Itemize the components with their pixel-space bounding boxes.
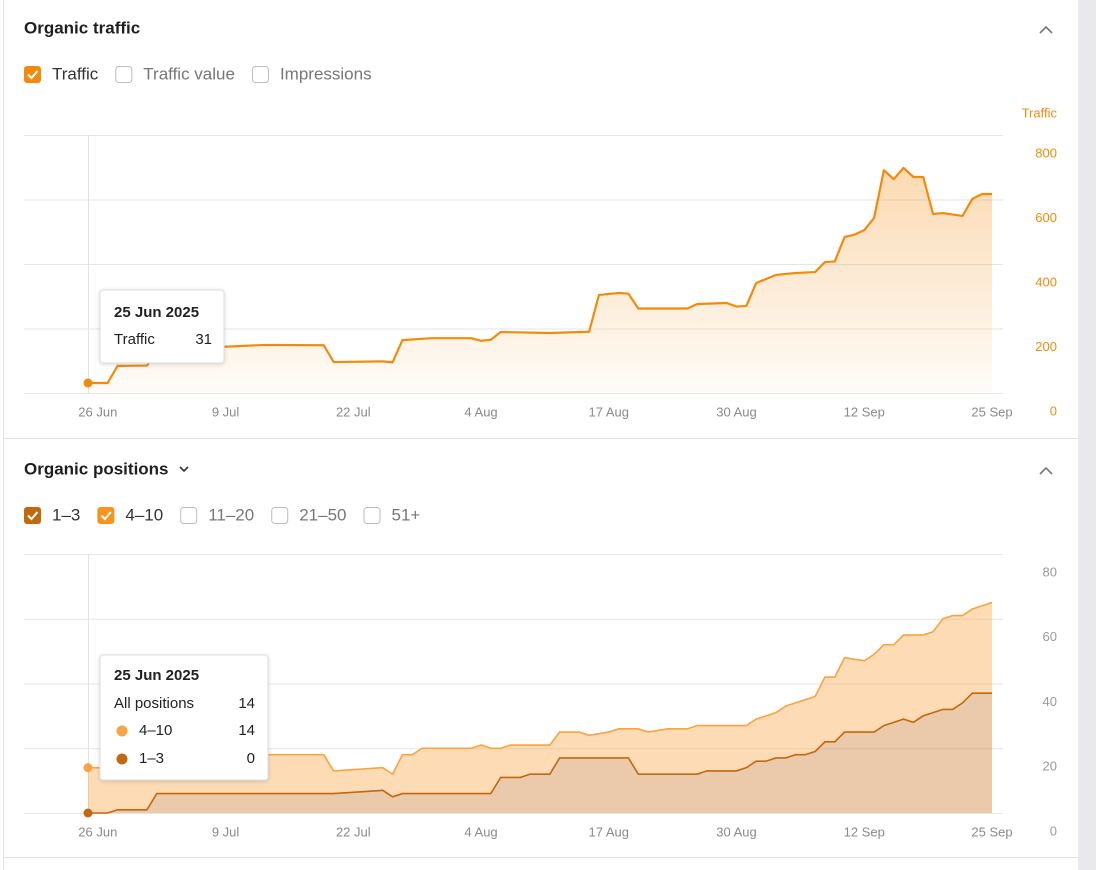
checkbox[interactable]: Traffic	[24, 64, 99, 83]
tooltip-value: 14	[238, 722, 255, 739]
tooltip-label: All positions	[114, 695, 194, 712]
line	[88, 692, 992, 814]
x-tick-label: 17 Aug	[589, 404, 630, 419]
y-tick-label: 60	[1043, 629, 1057, 644]
checkbox[interactable]: 51+	[363, 505, 421, 524]
tooltip-swatch	[116, 753, 128, 765]
checkbox-box[interactable]	[271, 507, 289, 524]
checkmark	[27, 70, 39, 80]
checkbox-box[interactable]	[97, 507, 115, 524]
line	[88, 166, 992, 385]
checkbox-label[interactable]: 11–20	[208, 505, 254, 524]
y-tick-label: 600	[1035, 210, 1057, 225]
x-tick-label: 26 Jun	[78, 404, 117, 419]
collapse-chevron[interactable]	[1039, 25, 1053, 34]
y-tick-label: 200	[1035, 339, 1057, 354]
checkbox[interactable]: 11–20	[180, 505, 255, 524]
y-tick-label: 800	[1035, 145, 1057, 160]
panel-title: Organic traffic	[24, 18, 140, 37]
x-tick-label: 30 Aug	[716, 824, 757, 839]
x-tick-label: 9 Jul	[212, 404, 240, 419]
checkbox[interactable]: Traffic value	[115, 64, 235, 83]
y-tick-label: 40	[1043, 694, 1057, 709]
tooltip-date: 25 Jun 2025	[114, 304, 199, 321]
x-tick-label: 22 Jul	[336, 824, 371, 839]
x-tick-label: 26 Jun	[78, 824, 117, 839]
line	[88, 601, 993, 776]
area-fill	[88, 167, 992, 393]
point	[83, 763, 93, 773]
checkbox[interactable]: Impressions	[251, 64, 372, 83]
x-tick-label: 25 Sep	[971, 404, 1012, 419]
tooltip-swatch	[116, 725, 128, 737]
checkbox-box[interactable]	[180, 507, 198, 524]
tooltip-value: 0	[247, 750, 255, 767]
tooltip-value: 31	[195, 331, 212, 348]
checkbox[interactable]: 4–10	[97, 505, 163, 524]
x-tick-label: 4 Aug	[464, 824, 497, 839]
tooltip-date: 25 Jun 2025	[114, 667, 199, 684]
tooltip: 25 Jun 2025 All positions 14 4–10 14 1–3…	[99, 654, 269, 781]
y-tick-label: 80	[1043, 564, 1057, 579]
checkbox-label[interactable]: Impressions	[280, 64, 372, 83]
scrollbar-track	[1078, 0, 1096, 870]
traffic-chart: Traffic 0 200 400 600 800 26 Jun 9 Jul 22 Jul 4 A…	[24, 105, 1057, 419]
point	[83, 378, 93, 388]
dropdown-chevron[interactable]	[179, 466, 189, 473]
axis-title: Traffic	[1022, 105, 1058, 120]
checkbox-label[interactable]: 51+	[392, 505, 421, 524]
tooltip-box	[99, 654, 269, 781]
x-tick-label: 30 Aug	[716, 404, 757, 419]
x-tick-label: 22 Jul	[336, 404, 371, 419]
x-tick-label: 17 Aug	[589, 824, 630, 839]
x-tick-label: 25 Sep	[971, 824, 1012, 839]
tooltip-label: Traffic	[114, 331, 155, 348]
checkbox-box[interactable]	[24, 66, 41, 83]
tooltip-label: 4–10	[139, 722, 172, 739]
checkbox-label[interactable]: Traffic value	[143, 64, 235, 83]
panel-title[interactable]: Organic positions	[24, 459, 169, 478]
tooltip: 25 Jun 2025 Traffic 31	[99, 289, 225, 364]
y-tick-label: 0	[1050, 823, 1057, 838]
checkbox-box[interactable]	[251, 66, 269, 83]
point	[83, 808, 93, 818]
checkbox-label[interactable]: 4–10	[125, 505, 163, 524]
tooltip-label: 1–3	[139, 750, 164, 767]
tooltip-value: 14	[238, 695, 255, 712]
y-tick-label: 20	[1043, 759, 1057, 774]
x-tick-label: 9 Jul	[212, 824, 240, 839]
checkmark	[100, 511, 112, 521]
checkbox-label[interactable]: 1–3	[52, 505, 80, 524]
checkbox[interactable]: 1–3	[24, 505, 80, 524]
checkbox[interactable]: 21–50	[271, 505, 347, 524]
positions-chart: 0 20 40 60 80 26 Jun 9 Jul 22 Jul 4 Aug 17 Aug 30 …	[24, 554, 1057, 839]
x-tick-label: 12 Sep	[844, 824, 885, 839]
checkbox-label[interactable]: Traffic	[52, 64, 99, 83]
x-tick-label: 4 Aug	[464, 404, 497, 419]
tooltip-box	[99, 289, 225, 364]
x-tick-label: 12 Sep	[844, 404, 885, 419]
y-tick-label: 400	[1035, 274, 1057, 289]
y-tick-label: 0	[1050, 403, 1057, 418]
checkbox-label[interactable]: 21–50	[299, 505, 346, 524]
checkmark	[27, 511, 39, 521]
checkbox-box[interactable]	[363, 507, 381, 524]
checkbox-box[interactable]	[24, 507, 41, 524]
checkbox-box[interactable]	[115, 66, 133, 83]
area-fill	[88, 693, 992, 813]
collapse-chevron[interactable]	[1039, 466, 1053, 475]
